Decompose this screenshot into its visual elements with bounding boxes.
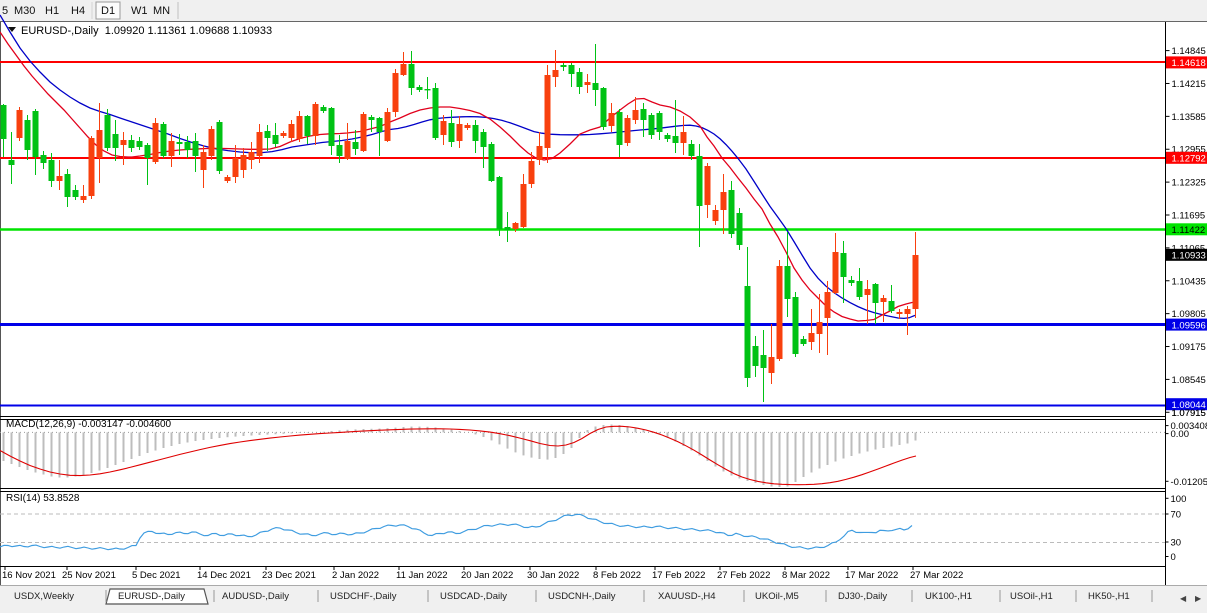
svg-text:1.12792: 1.12792	[1172, 154, 1206, 165]
svg-text:27 Mar 2022: 27 Mar 2022	[910, 570, 963, 581]
svg-text:1.10435: 1.10435	[1172, 276, 1206, 287]
svg-text:USDCNH-,Daily: USDCNH-,Daily	[548, 591, 616, 602]
svg-text:1.12955: 1.12955	[1172, 145, 1206, 156]
svg-text:17 Feb 2022: 17 Feb 2022	[652, 570, 705, 581]
svg-text:1.14618: 1.14618	[1172, 58, 1206, 69]
svg-text:H1: H1	[45, 5, 59, 17]
svg-text:20 Jan 2022: 20 Jan 2022	[461, 570, 513, 581]
svg-text:1.11695: 1.11695	[1172, 211, 1206, 222]
svg-text:1.08545: 1.08545	[1172, 375, 1206, 386]
svg-text:◀: ◀	[1180, 594, 1187, 603]
svg-text:H4: H4	[71, 5, 85, 17]
svg-text:8 Mar 2022: 8 Mar 2022	[782, 570, 830, 581]
svg-text:0.003408: 0.003408	[1171, 421, 1207, 432]
svg-text:M30: M30	[14, 5, 35, 17]
svg-text:17 Mar 2022: 17 Mar 2022	[845, 570, 898, 581]
svg-text:1.07915: 1.07915	[1172, 408, 1206, 419]
svg-text:16 Nov 2021: 16 Nov 2021	[2, 570, 56, 581]
svg-text:D1: D1	[101, 5, 115, 17]
svg-text:1.11422: 1.11422	[1172, 225, 1206, 236]
svg-text:100: 100	[1171, 494, 1187, 505]
svg-text:23 Dec 2021: 23 Dec 2021	[262, 570, 316, 581]
svg-text:EURUSD-,Daily 1.09920 1.11361: EURUSD-,Daily 1.09920 1.11361 1.09688 1.…	[21, 25, 272, 37]
svg-text:1.09596: 1.09596	[1172, 320, 1206, 331]
svg-text:70: 70	[1171, 510, 1182, 521]
svg-text:5: 5	[2, 5, 8, 17]
svg-text:USOil-,H1: USOil-,H1	[1010, 591, 1053, 602]
svg-text:30: 30	[1171, 538, 1182, 549]
svg-text:27 Feb 2022: 27 Feb 2022	[717, 570, 770, 581]
svg-text:USDCHF-,Daily: USDCHF-,Daily	[330, 591, 397, 602]
svg-text:1.10933: 1.10933	[1172, 251, 1206, 262]
svg-text:USDX,Weekly: USDX,Weekly	[14, 591, 74, 602]
svg-text:1.13585: 1.13585	[1172, 112, 1206, 123]
svg-text:HK50-,H1: HK50-,H1	[1088, 591, 1130, 602]
svg-text:2 Jan 2022: 2 Jan 2022	[332, 570, 379, 581]
svg-text:1.08044: 1.08044	[1172, 400, 1206, 411]
svg-text:MACD(12,26,9) -0.003147 -0.004: MACD(12,26,9) -0.003147 -0.004600	[6, 419, 172, 430]
svg-text:-0.012058: -0.012058	[1171, 477, 1207, 488]
svg-text:8 Feb 2022: 8 Feb 2022	[593, 570, 641, 581]
svg-text:25 Nov 2021: 25 Nov 2021	[62, 570, 116, 581]
svg-text:EURUSD-,Daily: EURUSD-,Daily	[118, 591, 185, 602]
svg-text:11 Jan 2022: 11 Jan 2022	[396, 570, 448, 581]
svg-text:5 Dec 2021: 5 Dec 2021	[132, 570, 181, 581]
svg-text:30 Jan 2022: 30 Jan 2022	[527, 570, 579, 581]
svg-text:1.07915: 1.07915	[1172, 408, 1206, 419]
svg-text:UK100-,H1: UK100-,H1	[925, 591, 972, 602]
svg-text:DJ30-,Daily: DJ30-,Daily	[838, 591, 887, 602]
svg-text:MN: MN	[153, 5, 170, 17]
svg-text:▶: ▶	[1195, 594, 1202, 603]
svg-text:1.14845: 1.14845	[1172, 46, 1206, 57]
svg-text:XAUUSD-,H4: XAUUSD-,H4	[658, 591, 716, 602]
svg-text:UKOil-,M5: UKOil-,M5	[755, 591, 799, 602]
svg-text:RSI(14) 53.8528: RSI(14) 53.8528	[6, 493, 80, 504]
svg-text:14 Dec 2021: 14 Dec 2021	[197, 570, 251, 581]
svg-text:1.09805: 1.09805	[1172, 309, 1206, 320]
svg-text:1.09175: 1.09175	[1172, 342, 1206, 353]
svg-text:0: 0	[1171, 552, 1176, 563]
svg-text:1.12325: 1.12325	[1172, 178, 1206, 189]
svg-text:1.14215: 1.14215	[1172, 79, 1206, 90]
svg-text:USDCAD-,Daily: USDCAD-,Daily	[440, 591, 507, 602]
svg-text:AUDUSD-,Daily: AUDUSD-,Daily	[222, 591, 289, 602]
svg-text:0.00: 0.00	[1171, 429, 1190, 440]
svg-text:W1: W1	[131, 5, 148, 17]
